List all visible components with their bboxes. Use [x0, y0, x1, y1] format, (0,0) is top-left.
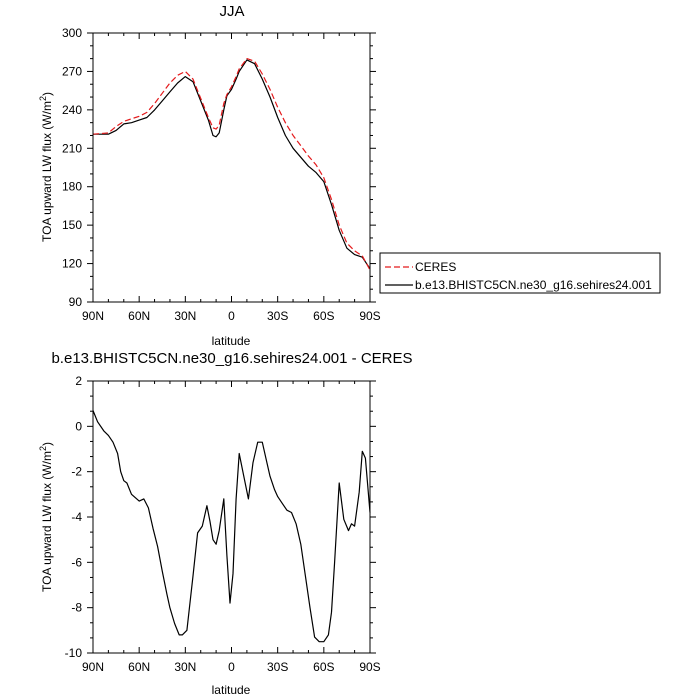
- top-y-axis: 90 120 150 180 210 240 270 300: [62, 26, 376, 309]
- top-y-tick-label: 300: [62, 26, 82, 40]
- bottom-y-tick-label: -2: [71, 465, 82, 479]
- bottom-plot-area: [92, 410, 371, 643]
- top-y-tick-label: 240: [62, 103, 82, 117]
- bottom-y-tick-label: 0: [75, 419, 82, 433]
- top-x-tick-label: 60N: [128, 309, 150, 323]
- bottom-x-tick-label: 30S: [267, 660, 288, 674]
- bottom-y-tick-label: -6: [71, 555, 82, 569]
- top-x-tick-label: 60S: [313, 309, 334, 323]
- bottom-y-tick-label: -4: [71, 510, 82, 524]
- top-series-line-model: [93, 59, 371, 270]
- bottom-y-axis-label: TOA upward LW flux (W/m2): [38, 442, 54, 592]
- top-x-tick-label: 30N: [174, 309, 196, 323]
- legend-model-label: b.e13.BHISTC5CN.ne30_g16.sehires24.001: [415, 278, 652, 292]
- bottom-plot-frame: [92, 380, 371, 654]
- top-y-tick-label: 90: [69, 295, 83, 309]
- top-y-axis-label: TOA upward LW flux (W/m2): [38, 92, 54, 242]
- top-y-tick-label: 270: [62, 64, 82, 78]
- bottom-x-axis-label: latitude: [212, 683, 251, 697]
- top-x-axis-label: latitude: [212, 334, 251, 348]
- bottom-x-tick-label: 60N: [128, 660, 150, 674]
- legend-frame: [379, 252, 661, 294]
- bottom-y-tick-label: -8: [71, 601, 82, 615]
- bottom-x-axis: 90N 60N 30N 0 30S 60S 90S: [82, 381, 381, 674]
- legend-ceres-label: CERES: [415, 260, 456, 274]
- bottom-chart: b.e13.BHISTC5CN.ne30_g16.sehires24.001 -…: [38, 350, 413, 697]
- bottom-x-tick-label: 0: [228, 660, 235, 674]
- top-x-tick-label: 0: [228, 309, 235, 323]
- top-y-tick-label: 210: [62, 141, 82, 155]
- top-y-tick-label: 150: [62, 218, 82, 232]
- top-x-tick-label: 90S: [359, 309, 380, 323]
- legend: CERES b.e13.BHISTC5CN.ne30_g16.sehires24…: [379, 252, 661, 294]
- bottom-y-axis: -10 -8 -6 -4 -2 0 2: [65, 374, 376, 660]
- bottom-x-tick-label: 30N: [174, 660, 196, 674]
- top-chart: JJA 90N 60N 30N 0 30S 60S 90S 90 120 150 180 210 24…: [38, 3, 661, 348]
- bottom-y-tick-label: 2: [75, 374, 82, 388]
- top-series-line-ceres: [92, 57, 371, 271]
- bottom-y-tick-label: -10: [65, 646, 83, 660]
- bottom-x-tick-label: 90N: [82, 660, 104, 674]
- bottom-x-tick-label: 60S: [313, 660, 334, 674]
- top-plot-area: [92, 57, 371, 271]
- top-y-tick-label: 120: [62, 257, 82, 271]
- bottom-series-line-model: [92, 410, 371, 643]
- top-x-tick-label: 90N: [82, 309, 104, 323]
- top-x-tick-label: 30S: [267, 309, 288, 323]
- top-chart-title: JJA: [219, 3, 244, 20]
- bottom-chart-title: b.e13.BHISTC5CN.ne30_g16.sehires24.001 -…: [51, 350, 412, 367]
- top-plot-frame: [92, 32, 371, 303]
- bottom-x-tick-label: 90S: [359, 660, 380, 674]
- top-x-axis: 90N 60N 30N 0 30S 60S 90S: [82, 33, 381, 323]
- top-y-tick-label: 180: [62, 180, 82, 194]
